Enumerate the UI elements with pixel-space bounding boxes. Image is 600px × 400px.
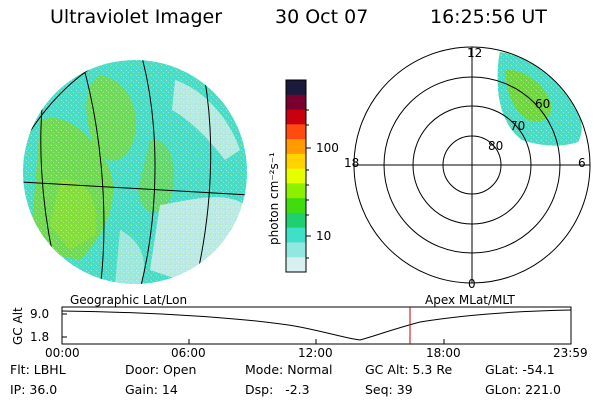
dsp-info: Dsp: -2.3	[245, 382, 310, 397]
polar-plot	[353, 46, 591, 284]
color-scale-bar	[286, 80, 306, 273]
color-band	[286, 80, 306, 96]
color-band	[286, 168, 306, 184]
gc-alt-axis-label: GC Alt	[11, 307, 25, 345]
altitude-timeline	[61, 306, 572, 345]
door-info: Door: Open	[125, 362, 197, 377]
x-tick-1200: 12:00	[298, 346, 333, 360]
mlt-label-0: 0	[468, 277, 476, 291]
color-band	[286, 139, 306, 155]
x-tick-0000: 00:00	[45, 346, 80, 360]
geographic-caption: Geographic Lat/Lon	[70, 293, 188, 307]
instrument-title: Ultraviolet Imager	[50, 6, 223, 28]
color-tick-10-label: 10	[316, 229, 332, 243]
x-tick-0600: 06:00	[171, 346, 206, 360]
color-scale-frame	[285, 79, 307, 273]
mlt-label-6: 6	[578, 156, 586, 170]
gc-alt-info: GC Alt: 5.3 Re	[365, 362, 453, 377]
color-band	[286, 198, 306, 214]
y-tick-9: 9.0	[30, 307, 50, 321]
seq-info: Seq: 39	[365, 382, 413, 397]
x-tick-2359: 23:59	[553, 346, 588, 360]
mode-info: Mode: Normal	[245, 362, 333, 377]
color-band	[286, 94, 306, 111]
y-tick-1-8: 1.8	[30, 330, 50, 344]
color-band	[286, 212, 306, 229]
mlt-label-18: 18	[344, 156, 360, 170]
ip-info: IP: 36.0	[10, 382, 58, 397]
color-scale-unit: photon cm⁻²s⁻¹	[267, 152, 281, 245]
color-band	[286, 109, 306, 125]
glat-info: GLat: -54.1	[485, 362, 555, 377]
gain-info: Gain: 14	[125, 382, 178, 397]
color-band	[286, 183, 306, 199]
color-band	[286, 124, 306, 140]
aurora-patch	[497, 52, 582, 146]
lat-label-80: 80	[488, 139, 504, 153]
color-band	[286, 257, 306, 273]
color-band	[286, 153, 306, 170]
apex-caption: Apex MLat/MLT	[425, 293, 515, 307]
glon-info: GLon: 221.0	[485, 382, 561, 397]
lat-label-60: 60	[535, 97, 551, 111]
earth-disk-image	[23, 60, 247, 284]
color-tick-100-label: 100	[316, 141, 339, 155]
time-label: 16:25:56 UT	[430, 6, 547, 28]
color-band	[286, 227, 306, 243]
altitude-curve	[61, 309, 572, 341]
color-band	[286, 242, 306, 258]
x-tick-1800: 18:00	[426, 346, 461, 360]
date-label: 30 Oct 07	[275, 6, 369, 28]
lat-label-70: 70	[510, 119, 526, 133]
mlt-label-12: 12	[467, 46, 483, 60]
filter-info: Flt: LBHL	[10, 362, 66, 377]
